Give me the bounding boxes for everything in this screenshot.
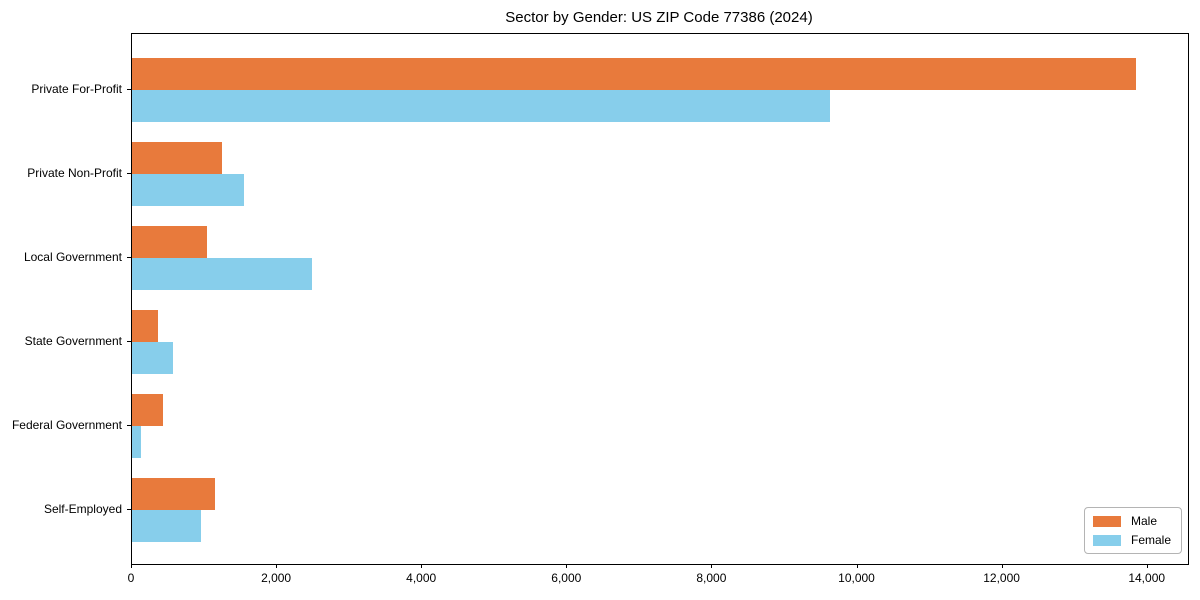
xtick-mark: [1146, 564, 1148, 568]
ytick-mark: [127, 341, 131, 342]
bar-male-federal-government: [132, 394, 164, 426]
ytick-label-local-government: Local Government: [23, 250, 122, 264]
xtick-label-10000: 10,000: [838, 571, 875, 585]
xtick-mark: [131, 564, 132, 568]
plot-area: Male Female: [131, 33, 1189, 565]
bar-female-self-employed: [132, 510, 201, 542]
female-swatch-icon: [1092, 534, 1121, 546]
legend-label-female: Female: [1130, 533, 1171, 547]
legend-label-male: Male: [1130, 514, 1157, 528]
legend: Male Female: [1083, 507, 1182, 554]
ytick-label-self-employed: Self-Employed: [43, 502, 122, 516]
legend-item-male: Male: [1092, 514, 1171, 528]
xtick-mark: [421, 564, 423, 568]
xtick-label-14000: 14,000: [1128, 571, 1166, 585]
bar-male-private-non-profit: [132, 142, 222, 174]
bar-male-state-government: [132, 310, 159, 342]
ytick-label-state-government: State Government: [24, 334, 122, 348]
bar-male-local-government: [132, 226, 207, 258]
ytick-mark: [127, 257, 131, 258]
chart-title: Sector by Gender: US ZIP Code 77386 (202…: [505, 9, 813, 26]
ytick-mark: [127, 425, 131, 426]
bar-male-self-employed: [132, 478, 216, 510]
ytick-label-private-for-profit: Private For-Profit: [31, 82, 122, 96]
xtick-mark: [276, 564, 278, 568]
xtick-mark: [1001, 564, 1003, 568]
ytick-mark: [127, 173, 131, 174]
ytick-mark: [127, 509, 131, 510]
xtick-label-12000: 12,000: [983, 571, 1020, 585]
xtick-label-4000: 4,000: [406, 571, 437, 585]
xtick-mark: [566, 564, 568, 568]
xtick-mark: [856, 564, 858, 568]
xtick-label-0: 0: [127, 571, 135, 585]
xtick-label-2000: 2,000: [261, 571, 292, 585]
ytick-label-federal-government: Federal Government: [11, 418, 122, 432]
ytick-mark: [127, 89, 131, 90]
male-swatch-icon: [1092, 515, 1121, 527]
legend-item-female: Female: [1092, 533, 1171, 547]
bar-female-federal-government: [132, 426, 141, 458]
xtick-label-6000: 6,000: [551, 571, 582, 585]
bar-female-private-non-profit: [132, 174, 244, 206]
bar-female-local-government: [132, 258, 312, 290]
bar-male-private-for-profit: [132, 58, 1137, 90]
bar-female-private-for-profit: [132, 90, 830, 122]
bar-female-state-government: [132, 342, 173, 374]
ytick-label-private-non-profit: Private Non-Profit: [27, 166, 122, 180]
xtick-mark: [711, 564, 713, 568]
xtick-label-8000: 8,000: [696, 571, 727, 585]
